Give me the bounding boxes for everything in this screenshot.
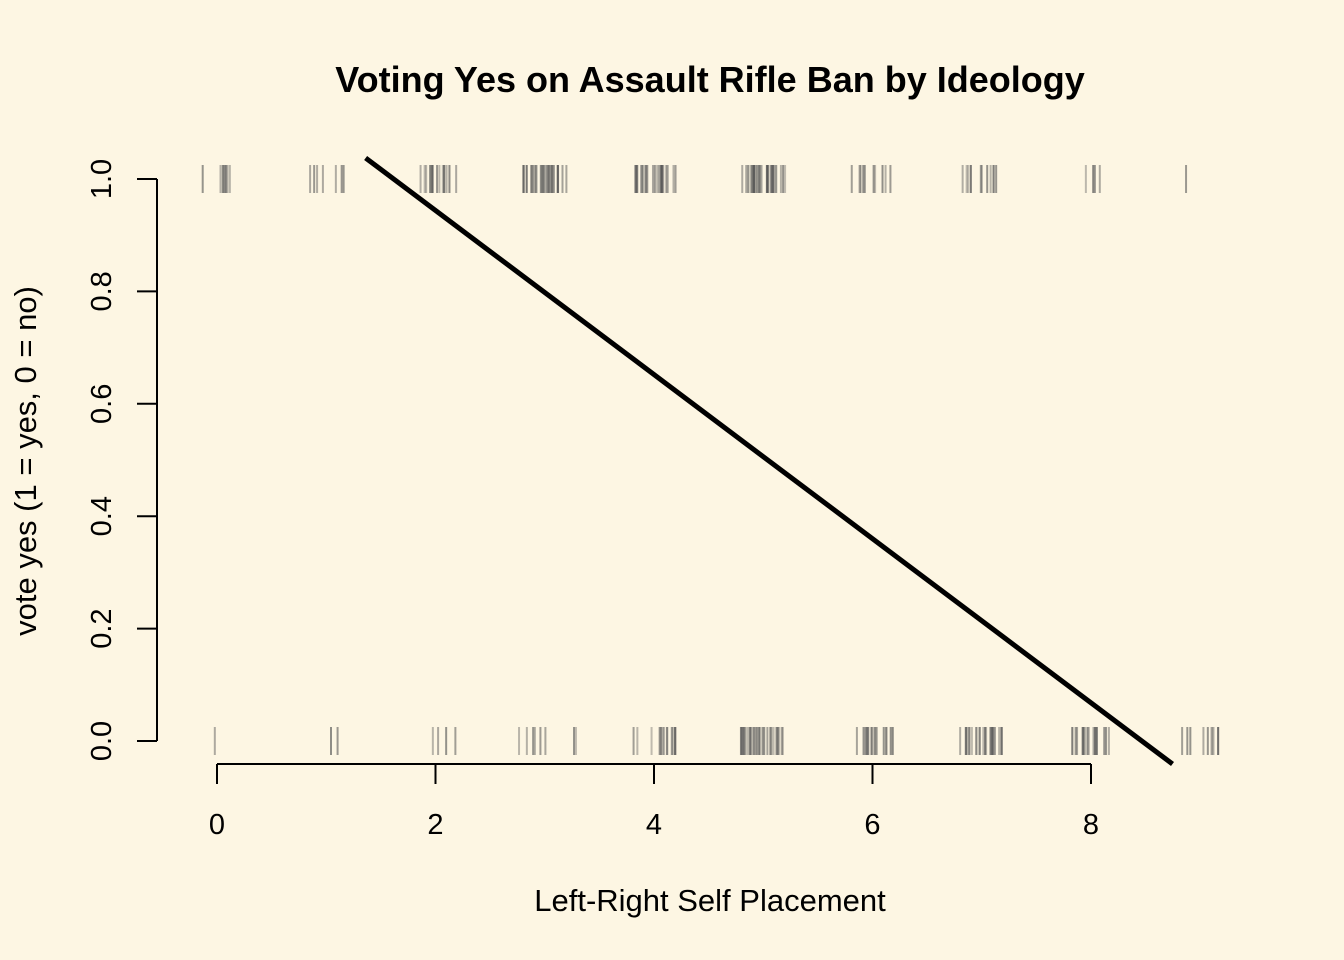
y-tick-label: 0.4 [86, 496, 118, 536]
y-axis-ticks: 0.0 0.2 0.4 0.6 0.8 1.0 [86, 159, 157, 761]
y-axis-label: vote yes (1 = yes, 0 = no) [8, 286, 43, 636]
y-tick-label: 0.8 [86, 271, 118, 311]
regression-line [364, 156, 1175, 766]
x-axis-label: Left-Right Self Placement [534, 883, 886, 918]
x-tick-label: 6 [864, 809, 880, 841]
x-tick-label: 4 [646, 809, 662, 841]
rug-yes-series [201, 165, 1188, 193]
y-tick-label: 0.0 [86, 721, 118, 761]
rug-no-series [213, 727, 1220, 755]
y-tick-label: 1.0 [86, 159, 118, 199]
x-tick-label: 8 [1083, 809, 1099, 841]
x-tick-label: 0 [209, 809, 225, 841]
y-tick-label: 0.2 [86, 608, 118, 648]
x-axis-ticks: 0 2 4 6 8 [209, 764, 1099, 841]
y-tick-label: 0.6 [86, 384, 118, 424]
chart-title: Voting Yes on Assault Rifle Ban by Ideol… [335, 59, 1084, 100]
x-tick-label: 2 [427, 809, 443, 841]
